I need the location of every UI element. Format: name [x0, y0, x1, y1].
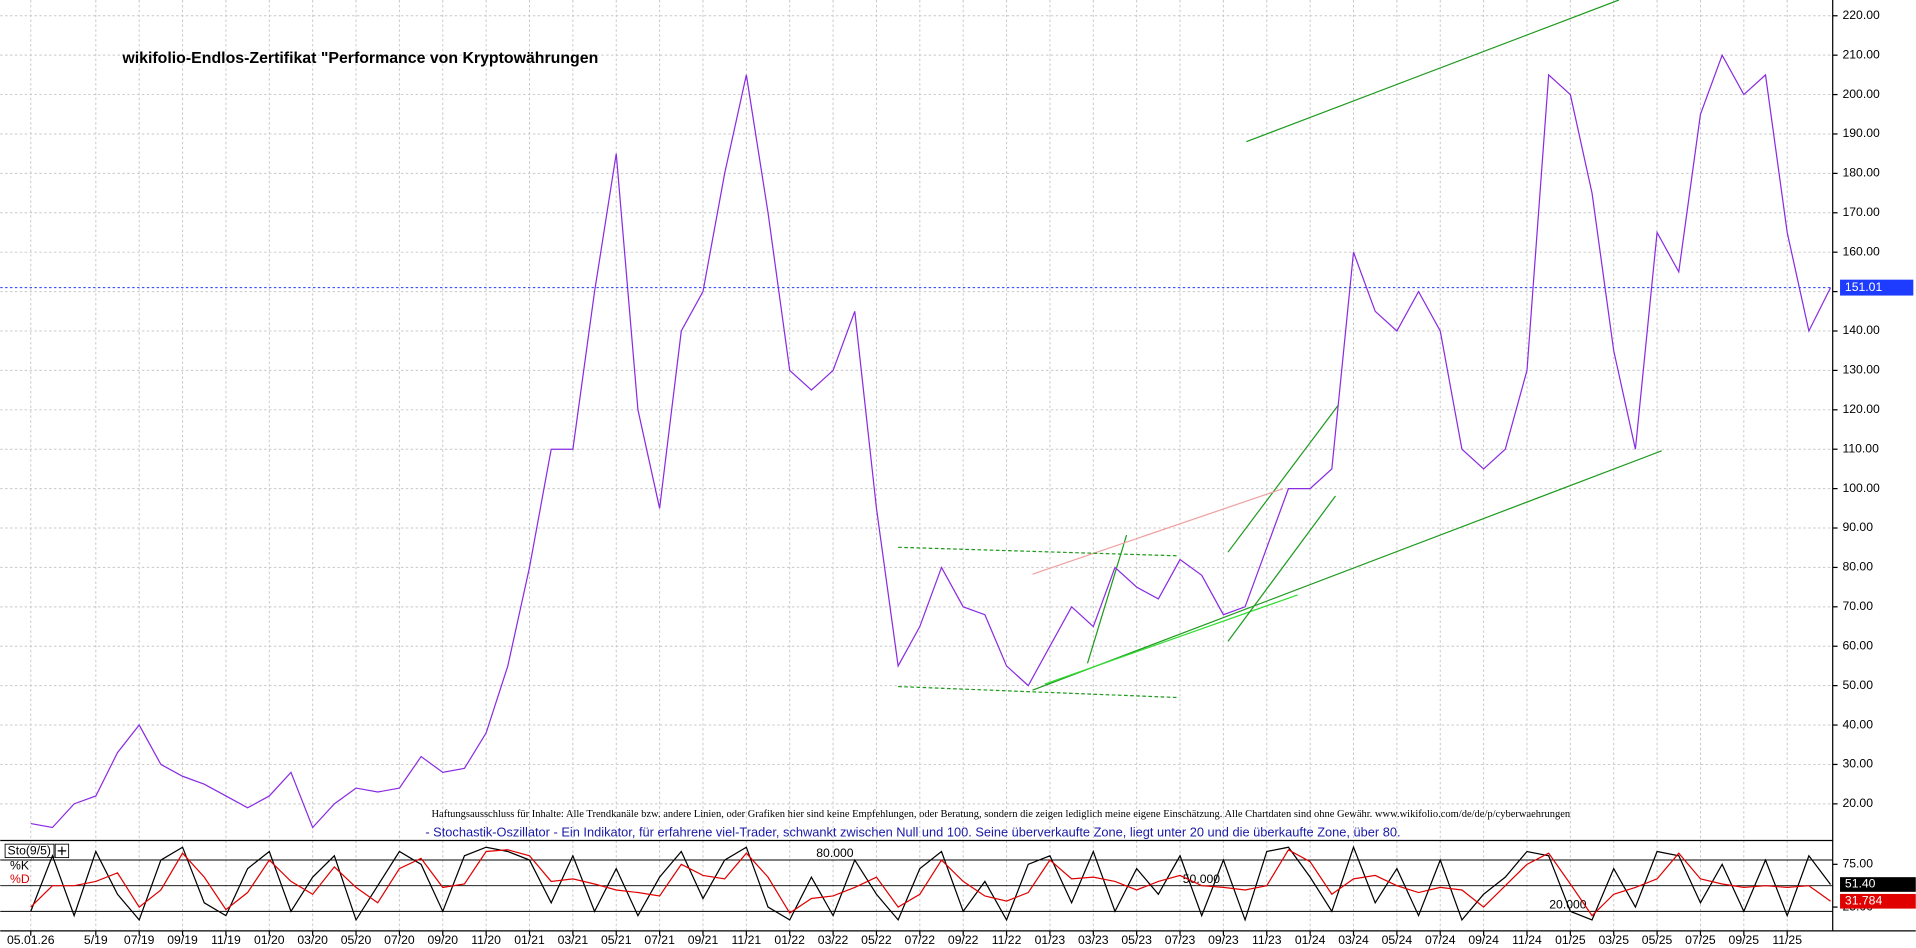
level-label: 50.000: [1183, 872, 1221, 886]
legend-entry: %D: [10, 872, 30, 886]
y-tick-label: 70.00: [1842, 599, 1873, 613]
x-tick-label: 05/24: [1382, 933, 1413, 947]
y-tick-label: 90.00: [1842, 520, 1873, 534]
y-tick-label: 110.00: [1842, 441, 1879, 455]
x-tick-label: 09/23: [1208, 933, 1239, 947]
x-tick-label: 03/22: [818, 933, 849, 947]
trend-lines: [898, 0, 1662, 699]
x-tick-label: 03/23: [1078, 933, 1109, 947]
indicator-label: Sto(9/5): [8, 844, 51, 858]
trend-line: [898, 685, 1180, 699]
x-tick-label: 09/25: [1729, 933, 1760, 947]
trend-line: [1086, 534, 1128, 664]
indicator-label-box: [4, 843, 55, 859]
x-tick-label: 09/22: [948, 933, 979, 947]
last-value-box: [1840, 877, 1916, 892]
x-tick-label: 05/25: [1642, 933, 1673, 947]
x-tick-label: 01/22: [774, 933, 805, 947]
y-tick-label: 220.00: [1842, 8, 1880, 22]
x-tick-label: 07/24: [1425, 933, 1456, 947]
y-tick-label: 190.00: [1842, 126, 1880, 140]
trend-line: [1246, 0, 1620, 143]
x-tick-label: 03/20: [297, 933, 328, 947]
x-tick-label: 01/24: [1295, 933, 1326, 947]
indicator-description: - Stochastik-Oszillator - Ein Indikator,…: [425, 825, 1400, 840]
x-tick-label: 09/21: [688, 933, 719, 947]
trend-line: [898, 546, 1180, 557]
x-tick-label: 07/20: [384, 933, 415, 947]
disclaimer: Haftungsausschluss für Inhalte: Alle Tre…: [431, 809, 1570, 820]
data-line: [30, 845, 1832, 922]
y-tick-label: 180.00: [1842, 166, 1880, 180]
trend-line: [1227, 495, 1336, 642]
expand-icon: [57, 846, 67, 856]
level-label: 80.000: [816, 846, 854, 860]
trend-line: [1044, 594, 1298, 685]
y-tick-label: 100.00: [1842, 481, 1880, 495]
x-tick-label: 05.01.26: [7, 933, 55, 947]
x-tick-label: 03/24: [1338, 933, 1369, 947]
y-tick-label: 130.00: [1842, 363, 1880, 377]
chart-title: wikifolio-Endlos-Zertifikat "Performance…: [121, 50, 598, 67]
x-tick-label: 05/21: [601, 933, 632, 947]
y-tick-label: 170.00: [1842, 205, 1880, 219]
y-tick-label: 210.00: [1842, 47, 1880, 61]
x-tick-label: 07/23: [1165, 933, 1196, 947]
y-tick-label: 160.00: [1842, 244, 1880, 258]
x-tick-label: 09/24: [1468, 933, 1499, 947]
trend-line: [1032, 488, 1284, 575]
x-tick-label: 07/22: [905, 933, 936, 947]
x-tick-label: 11/19: [211, 933, 241, 947]
y-tick-label: 40.00: [1842, 717, 1873, 731]
y-tick-label: 140.00: [1842, 323, 1880, 337]
last-value-label: 51.40: [1845, 877, 1876, 891]
x-tick-label: 5/19: [84, 933, 108, 947]
y-tick-label: 20.00: [1842, 796, 1873, 810]
x-tick-label: 11/20: [471, 933, 501, 947]
y-tick-label: 75.00: [1842, 857, 1873, 871]
x-tick-label: 07/25: [1685, 933, 1716, 947]
x-tick-label: 05/23: [1121, 933, 1152, 947]
y-tick-label: 30.00: [1842, 757, 1873, 771]
y-tick-label: 60.00: [1842, 638, 1873, 652]
x-tick-label: 11/21: [732, 933, 762, 947]
x-tick-label: 11/23: [1252, 933, 1282, 947]
x-tick-label: 11/22: [992, 933, 1022, 947]
x-tick-label: 01/20: [254, 933, 285, 947]
data-line: [30, 53, 1832, 829]
data-line: [30, 848, 1831, 917]
x-tick-label: 05/22: [861, 933, 892, 947]
y-tick-label: 200.00: [1842, 87, 1880, 101]
y-tick-label: 50.00: [1842, 678, 1873, 692]
x-tick-label: 09/19: [167, 933, 198, 947]
x-tick-label: 09/20: [427, 933, 458, 947]
x-tick-label: 11/25: [1772, 933, 1802, 947]
x-tick-label: 11/24: [1512, 933, 1542, 947]
x-tick-label: 03/25: [1598, 933, 1629, 947]
y-tick-label: 120.00: [1842, 402, 1880, 416]
x-tick-label: 07/19: [124, 933, 155, 947]
trend-line: [1032, 450, 1662, 691]
x-tick-label: 05/20: [341, 933, 372, 947]
grid: [0, 0, 1833, 931]
trend-line: [1227, 405, 1339, 553]
x-tick-label: 01/23: [1035, 933, 1066, 947]
legend-entry: %K: [10, 858, 29, 872]
x-tick-label: 01/21: [514, 933, 545, 947]
x-tick-label: 01/25: [1555, 933, 1586, 947]
x-tick-label: 03/21: [558, 933, 589, 947]
last-value-label: 151.01: [1845, 280, 1883, 294]
y-tick-label: 80.00: [1842, 560, 1873, 574]
x-tick-label: 07/21: [644, 933, 675, 947]
last-value-box: [1840, 279, 1914, 296]
last-value-label: 31.784: [1845, 893, 1883, 907]
last-value-box: [1840, 893, 1916, 909]
